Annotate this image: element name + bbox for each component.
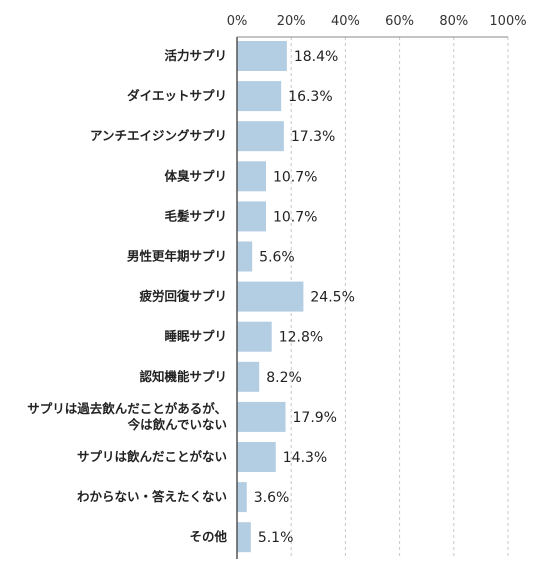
category-label: 男性更年期サプリ bbox=[127, 249, 227, 264]
value-label: 5.1% bbox=[258, 530, 294, 546]
x-tick-label: 20% bbox=[277, 14, 306, 29]
category-label: 疲労回復サプリ bbox=[139, 289, 227, 304]
category-label: 今は飲んでいない bbox=[127, 417, 227, 432]
category-label: ダイエットサプリ bbox=[127, 88, 227, 103]
category-label: わからない・答えたくない bbox=[77, 489, 227, 504]
x-tick-label: 80% bbox=[439, 14, 468, 29]
category-label: 睡眠サプリ bbox=[164, 329, 227, 344]
bar bbox=[237, 442, 276, 472]
x-tick-label: 100% bbox=[489, 14, 526, 29]
bar bbox=[237, 81, 282, 112]
bar bbox=[237, 482, 247, 513]
value-label: 12.8% bbox=[279, 330, 323, 346]
category-label: 毛髪サプリ bbox=[164, 208, 227, 223]
x-tick-label: 40% bbox=[331, 14, 360, 29]
bar bbox=[237, 321, 272, 352]
value-label: 24.5% bbox=[310, 290, 354, 306]
category-label: サプリは飲んだことがない bbox=[77, 449, 227, 464]
bar bbox=[237, 281, 304, 312]
value-label: 8.2% bbox=[266, 370, 302, 386]
value-label: 18.4% bbox=[294, 49, 338, 65]
value-label: 14.3% bbox=[283, 450, 327, 466]
value-label: 17.3% bbox=[291, 129, 335, 145]
bar bbox=[237, 241, 253, 272]
bar bbox=[237, 201, 266, 232]
bar bbox=[237, 522, 251, 553]
category-label: アンチエイジングサプリ bbox=[90, 128, 227, 143]
category-label: サプリは過去飲んだことがあるが、 bbox=[27, 401, 227, 416]
bar bbox=[237, 161, 266, 192]
bar bbox=[237, 401, 286, 432]
value-label: 10.7% bbox=[273, 169, 317, 185]
value-label: 10.7% bbox=[273, 209, 317, 225]
x-tick-label: 60% bbox=[385, 14, 414, 29]
value-label: 5.6% bbox=[259, 250, 295, 266]
category-label: 活力サプリ bbox=[164, 48, 227, 63]
value-label: 3.6% bbox=[254, 490, 290, 506]
bar bbox=[237, 121, 284, 152]
value-label: 17.9% bbox=[293, 410, 337, 426]
x-tick-label: 0% bbox=[227, 14, 248, 29]
category-label: 認知機能サプリ bbox=[139, 369, 227, 384]
category-label: 体臭サプリ bbox=[164, 168, 227, 183]
value-label: 16.3% bbox=[288, 89, 332, 105]
bar bbox=[237, 41, 287, 71]
bar bbox=[237, 361, 260, 392]
category-label: その他 bbox=[189, 529, 227, 544]
